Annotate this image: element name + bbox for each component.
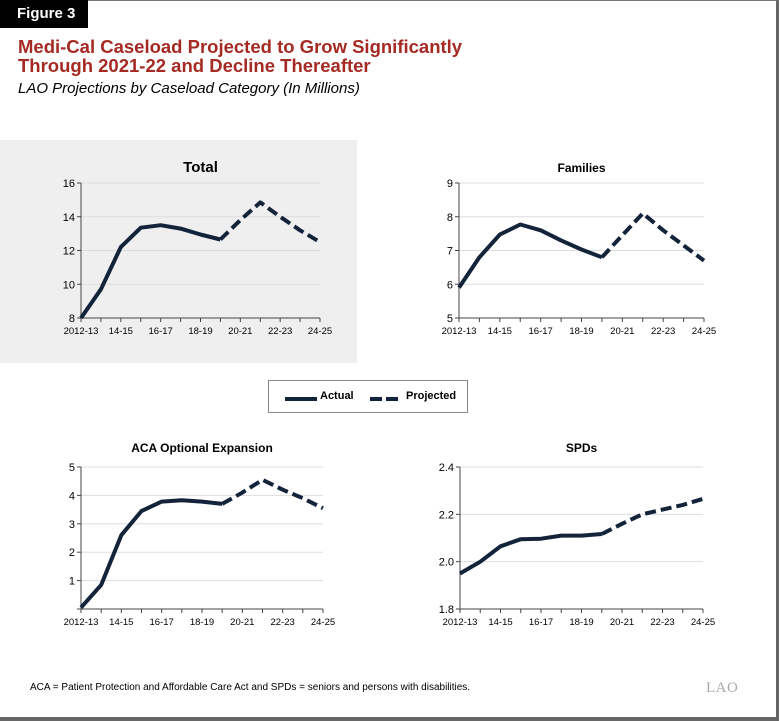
y-tick-label: 14 [63, 212, 75, 224]
y-tick-label: 5 [69, 462, 75, 474]
y-tick-label: 5 [447, 313, 453, 325]
figure-label: Figure 3 [0, 0, 88, 28]
series-actual-line [457, 222, 603, 289]
y-tick-label: 7 [447, 246, 453, 258]
series-projected-line [600, 496, 704, 536]
legend-projected-label: Projected [406, 390, 457, 402]
x-tick-label: 24-25 [691, 617, 715, 628]
lao-logo: LAO [706, 680, 739, 696]
x-tick-label: 20-21 [230, 617, 254, 628]
x-tick-label: 20-21 [228, 326, 252, 337]
legend-projected-swatch [370, 397, 402, 401]
x-tick-label: 14-15 [488, 617, 512, 628]
x-tick-label: 16-17 [529, 617, 553, 628]
total-panel-highlight [0, 140, 357, 363]
x-tick-label: 18-19 [190, 617, 214, 628]
chart-1: Families 5 6 7 8 9 2012-13 14-15 16-17 18-19 20-21… [442, 161, 717, 337]
x-tick-label: 14-15 [109, 326, 133, 337]
x-tick-label: 20-21 [610, 617, 634, 628]
chart-title: Families [557, 161, 605, 175]
x-tick-label: 2012-13 [443, 617, 478, 628]
y-tick-label: 8 [447, 212, 453, 224]
x-tick-label: 2012-13 [442, 326, 477, 337]
y-tick-label: 10 [63, 279, 75, 291]
x-tick-label: 18-19 [569, 617, 593, 628]
x-tick-label: 16-17 [149, 326, 173, 337]
y-tick-label: 2.2 [439, 509, 454, 521]
x-tick-label: 2012-13 [64, 617, 99, 628]
chart-title: SPDs [566, 441, 598, 455]
y-tick-label: 1.8 [439, 604, 454, 616]
figure-subtitle: LAO Projections by Caseload Category (In… [18, 80, 360, 97]
x-tick-label: 24-25 [308, 326, 332, 337]
y-tick-label: 2.4 [439, 462, 454, 474]
x-tick-label: 22-23 [651, 326, 675, 337]
series-projected-line [600, 211, 706, 263]
x-tick-label: 20-21 [610, 326, 634, 337]
x-tick-label: 14-15 [109, 617, 133, 628]
chart-3: SPDs 1.8 2.0 2.2 2.4 2012-13 14-15 16-17 18-19 20… [439, 441, 715, 628]
y-tick-label: 9 [447, 178, 453, 190]
y-tick-label: 1 [69, 576, 75, 588]
y-tick-label: 3 [69, 519, 75, 531]
x-tick-label: 24-25 [311, 617, 335, 628]
x-tick-label: 2012-13 [64, 326, 99, 337]
chart-title: ACA Optional Expansion [131, 441, 273, 455]
x-tick-label: 14-15 [488, 326, 512, 337]
x-tick-label: 18-19 [188, 326, 212, 337]
y-tick-label: 6 [447, 279, 453, 291]
x-tick-label: 24-25 [692, 326, 716, 337]
title-line-1: Medi-Cal Caseload Projected to Grow Sign… [18, 36, 463, 57]
footnote: ACA = Patient Protection and Affordable … [30, 682, 471, 693]
y-tick-label: 8 [69, 313, 75, 325]
x-tick-label: 22-23 [271, 617, 295, 628]
y-tick-label: 16 [63, 178, 75, 190]
series-projected-line [221, 477, 324, 510]
series-actual-line [79, 223, 221, 320]
x-tick-label: 18-19 [569, 326, 593, 337]
y-tick-label: 2 [69, 547, 75, 559]
legend-actual-swatch [285, 397, 317, 401]
series-actual-line [79, 498, 223, 609]
chart-2: ACA Optional Expansion 1 2 3 4 5 2012-13 14-15 1… [64, 441, 336, 628]
y-tick-label: 4 [69, 490, 75, 502]
title-line-2: Through 2021-22 and Decline Thereafter [18, 55, 371, 76]
x-tick-label: 16-17 [529, 326, 553, 337]
x-tick-label: 22-23 [650, 617, 674, 628]
x-tick-label: 16-17 [150, 617, 174, 628]
chart-0: Total 8 10 12 14 16 2012-13 14-15 16-17 18-19 20-2… [63, 159, 332, 337]
legend: Actual Projected [268, 380, 468, 413]
y-tick-label: 2.0 [439, 557, 454, 569]
series-projected-line [219, 200, 322, 244]
chart-title: Total [183, 159, 218, 176]
y-tick-label: 12 [63, 246, 75, 258]
legend-actual-label: Actual [320, 390, 354, 402]
x-tick-label: 22-23 [268, 326, 292, 337]
series-actual-line [458, 532, 602, 576]
figure-title: Medi-Cal Caseload Projected to Grow Sign… [18, 37, 462, 75]
